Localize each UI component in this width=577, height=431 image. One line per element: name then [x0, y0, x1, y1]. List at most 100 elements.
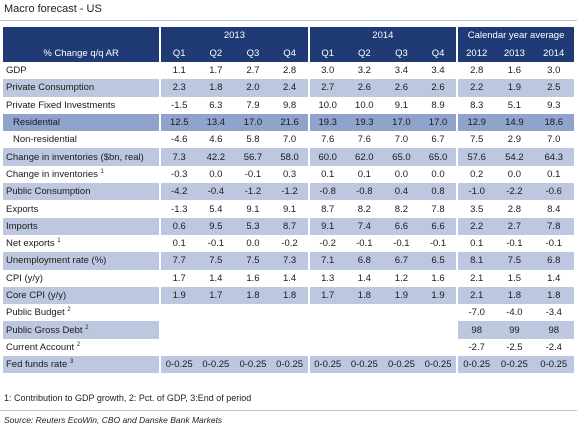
- table-cell: 0-0.25: [307, 356, 346, 374]
- column-header: Q3: [234, 44, 272, 62]
- table-cell: 1.5: [495, 269, 534, 287]
- table-cell: 3.2: [345, 62, 383, 80]
- table-cell: 5.4: [197, 200, 235, 218]
- table-cell: 2.1: [456, 286, 496, 305]
- table-cell: -1.5: [159, 96, 198, 114]
- row-label: Unemployment rate (%): [3, 252, 161, 270]
- table-cell: 0.1: [533, 165, 574, 184]
- row-label-text: Private Consumption: [6, 82, 95, 94]
- table-cell: 0.0: [197, 165, 235, 184]
- table-cell: 7.0: [382, 131, 420, 149]
- table-cell: 7.5: [456, 131, 496, 149]
- table-cell: 1.4: [271, 269, 309, 287]
- table-cell: 9.5: [197, 217, 235, 235]
- table-cell: 1.8: [533, 286, 574, 305]
- table-cell: 8.4: [533, 200, 574, 218]
- table-cell: 2.3: [159, 79, 198, 97]
- table-cell: 0.4: [382, 183, 420, 201]
- table-cell: 1.4: [345, 269, 383, 287]
- table-cell: -2.5: [495, 338, 534, 357]
- table-cell: 6.8: [533, 252, 574, 270]
- table-cell: 13.4: [197, 113, 235, 132]
- table-cell: 21.6: [271, 113, 309, 132]
- table-cell: 5.8: [234, 131, 272, 149]
- table-cell: 7.8: [419, 200, 458, 218]
- table-cell: 1.9: [495, 79, 534, 97]
- table-cell: 7.0: [533, 131, 574, 149]
- table-row: Fed funds rate 3 0-0.25 0-0.25 0-0.25 0-0.25…: [3, 356, 574, 374]
- table-cell: -0.1: [345, 234, 383, 253]
- row-label: Residential: [3, 113, 161, 132]
- row-label-text: Core CPI (y/y): [6, 290, 67, 301]
- table-cell: 1.7: [197, 62, 235, 80]
- row-label: Private Fixed Investments: [3, 96, 161, 114]
- table-cell: 7.6: [307, 131, 346, 149]
- row-label: Public Consumption: [3, 183, 161, 201]
- table-row: Public Gross Debt 2 98 99 98: [3, 321, 574, 339]
- table-cell: 9.8: [271, 96, 309, 114]
- table-cell: -1.3: [159, 200, 198, 218]
- table-cell: 9.1: [382, 96, 420, 114]
- table-cell: 0-0.25: [382, 356, 420, 374]
- table-cell: 2.9: [495, 131, 534, 149]
- table-cell: [382, 304, 420, 322]
- table-cell: 5.1: [495, 96, 534, 114]
- row-label: Imports: [3, 217, 161, 235]
- table-cell: 1.9: [419, 286, 458, 305]
- table-cell: -2.4: [533, 338, 574, 357]
- table-cell: 8.1: [456, 252, 496, 270]
- column-header: Q1: [307, 44, 346, 62]
- table-cell: [234, 304, 272, 322]
- table-cell: 0.1: [456, 234, 496, 253]
- table-cell: 7.3: [271, 252, 309, 270]
- table-cell: 10.0: [345, 96, 383, 114]
- table-cell: -0.1: [197, 234, 235, 253]
- table-cell: -0.8: [307, 183, 346, 201]
- column-header: Q3: [382, 44, 420, 62]
- table-cell: -0.8: [345, 183, 383, 201]
- table-cell: 6.5: [419, 252, 458, 270]
- table-cell: [307, 321, 346, 339]
- table-row: Change in inventories 1 -0.3 0.0 -0.1 0.3 0.1…: [3, 165, 574, 184]
- table-cell: 7.7: [159, 252, 198, 270]
- table-cell: 7.5: [197, 252, 235, 270]
- table-cell: 7.6: [345, 131, 383, 149]
- table-cell: 0-0.25: [197, 356, 235, 374]
- footnote: 1: Contribution to GDP growth, 2: Pct. o…: [4, 393, 252, 403]
- footnote-marker: 1: [100, 168, 104, 175]
- table-row: Residential 12.5 13.4 17.0 21.6 19.3 19.3 17.0 1…: [3, 113, 574, 132]
- table-cell: 19.3: [345, 113, 383, 132]
- table-cell: 4.6: [197, 131, 235, 149]
- row-label-text: Exports: [6, 203, 39, 215]
- table-cell: 14.9: [495, 113, 534, 132]
- table-cell: [419, 338, 458, 357]
- table-cell: 0.0: [495, 165, 534, 184]
- table-cell: 7.8: [533, 217, 574, 235]
- table-cell: 1.7: [159, 269, 198, 287]
- table-cell: 8.3: [456, 96, 496, 114]
- table-cell: 3.4: [382, 62, 420, 80]
- table-cell: -2.2: [495, 183, 534, 201]
- table-cell: 57.6: [456, 148, 496, 166]
- table-cell: 0-0.25: [456, 356, 496, 374]
- table-row: Public Consumption -4.2 -0.4 -1.2 -1.2 -0.8 -0…: [3, 183, 574, 201]
- row-label-header: % Change q/q AR: [3, 44, 161, 62]
- column-header: Q4: [271, 44, 309, 62]
- table-cell: 6.6: [382, 217, 420, 235]
- table-cell: -4.6: [159, 131, 198, 149]
- table-cell: 1.9: [159, 286, 198, 305]
- table-cell: 98: [533, 321, 574, 339]
- table-row: Change in inventories ($bn, real) 7.3 42.2…: [3, 148, 574, 166]
- row-label: Public Gross Debt 2: [3, 321, 161, 339]
- table-cell: -4.0: [495, 304, 534, 322]
- table-cell: 58.0: [271, 148, 309, 166]
- table-cell: 6.8: [345, 252, 383, 270]
- table-cell: 8.9: [419, 96, 458, 114]
- table-cell: 0.8: [419, 183, 458, 201]
- macro-forecast-table: 2013 2014 Calendar year average% Change q/…: [3, 27, 574, 374]
- footnote-marker: 3: [69, 359, 74, 366]
- table-cell: [234, 321, 272, 339]
- table-cell: 2.8: [456, 62, 496, 80]
- row-label: Private Consumption: [3, 79, 161, 97]
- table-cell: 0.1: [307, 165, 346, 184]
